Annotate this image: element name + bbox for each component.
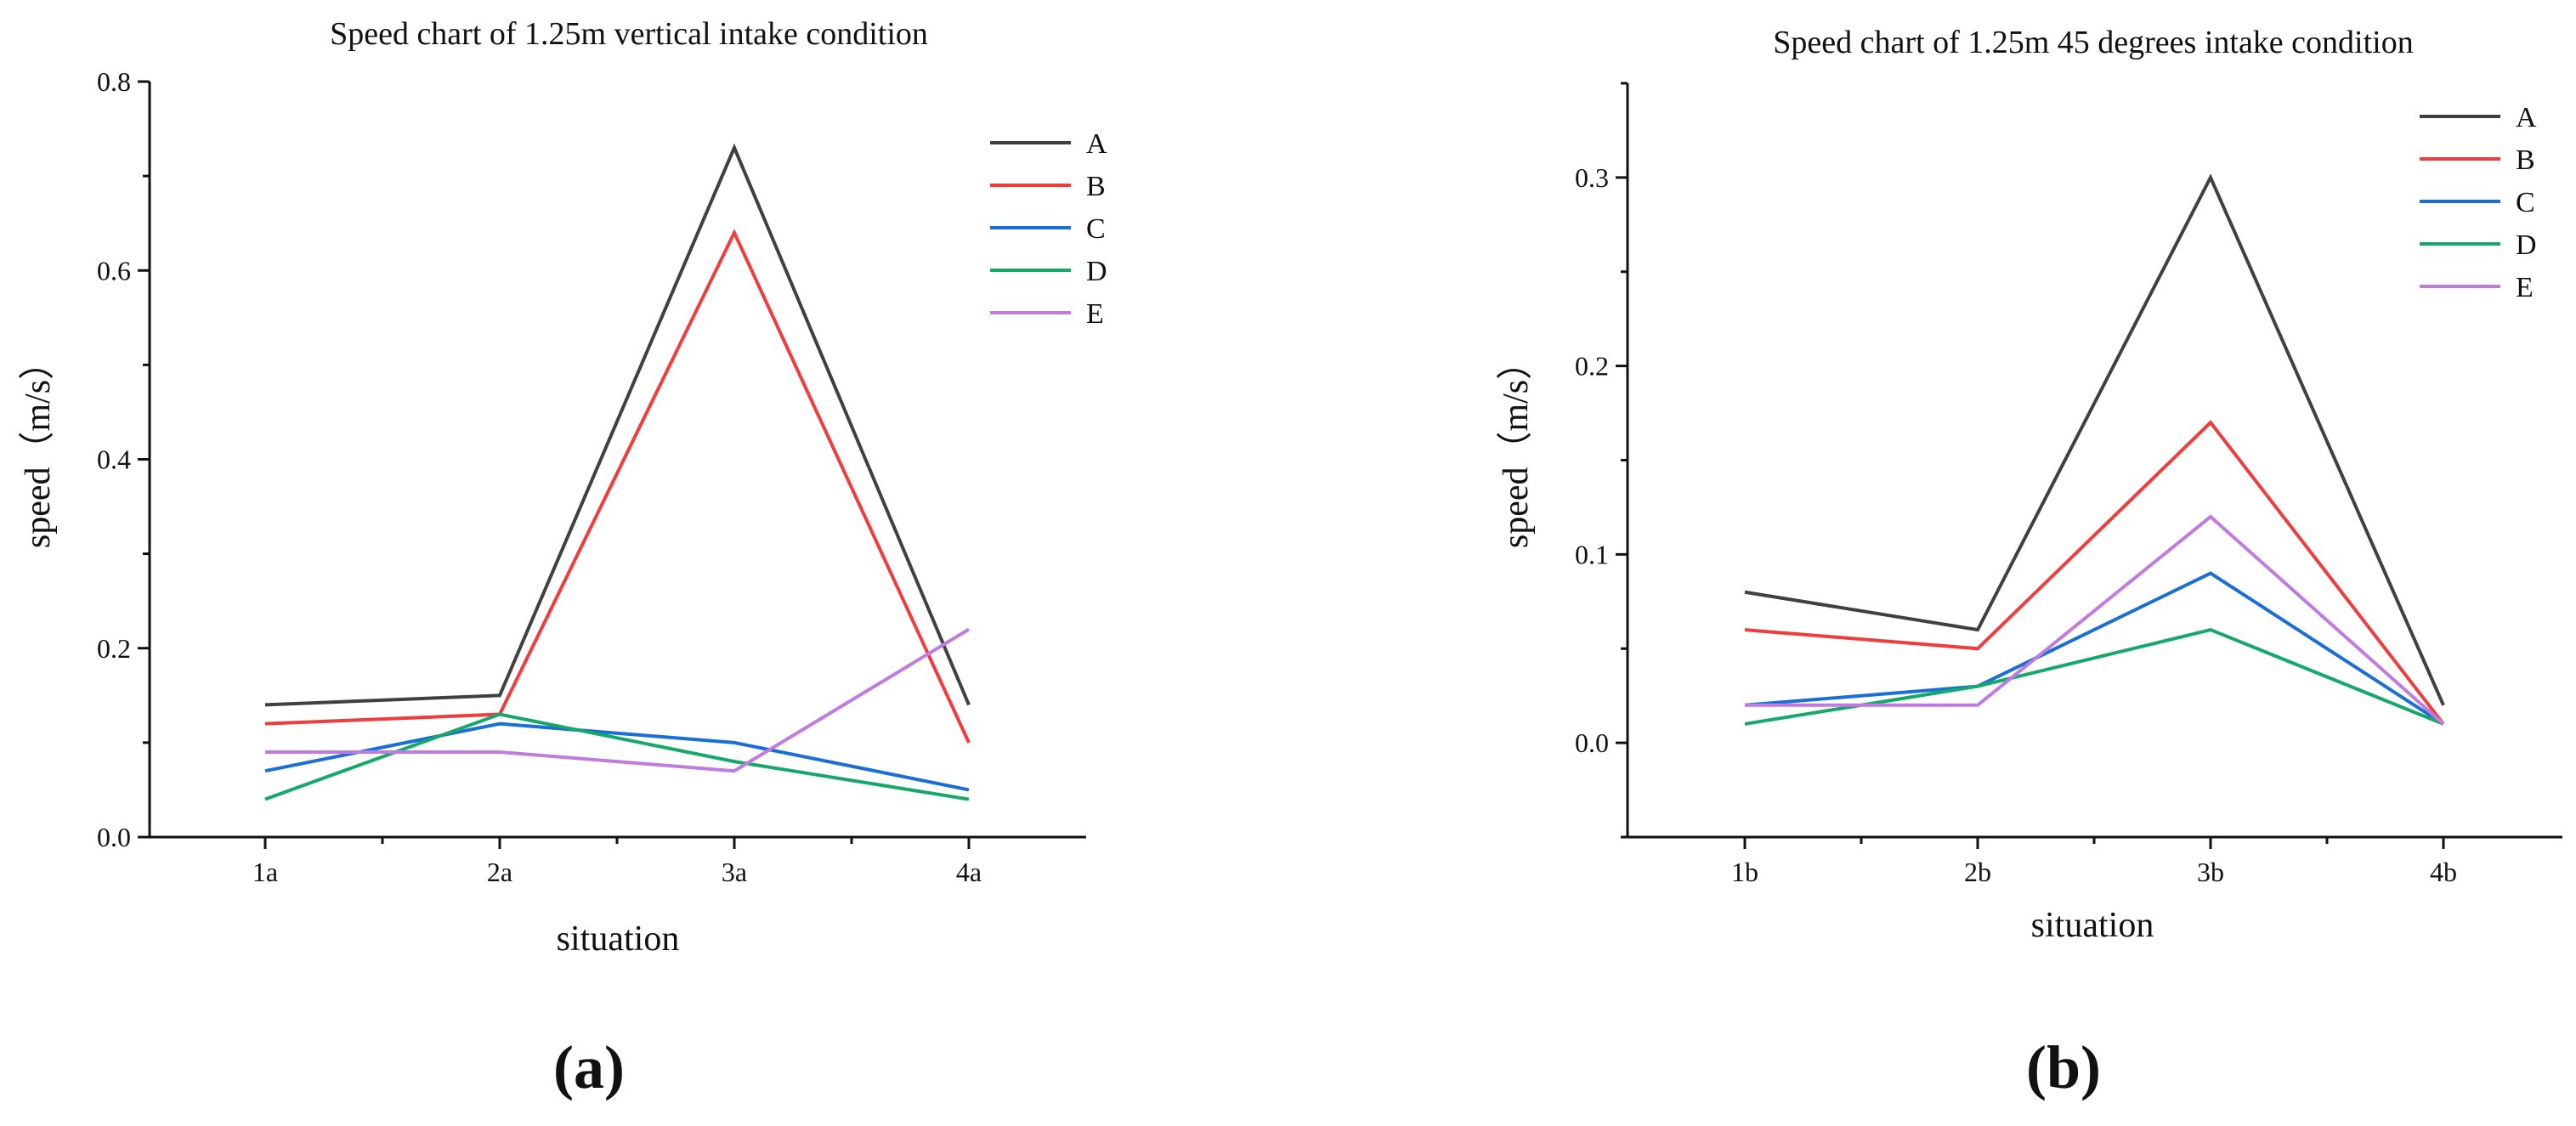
- chart-b-y-axis-label: speed（m/s）: [1497, 344, 1536, 548]
- y-tick-label: 0.1: [1575, 539, 1609, 569]
- chart-b-title: Speed chart of 1.25m 45 degrees intake c…: [1773, 25, 2413, 60]
- legend-label-e: E: [1086, 298, 1104, 330]
- series-e-line: [1745, 514, 2445, 726]
- legend-label-a: A: [2516, 102, 2537, 133]
- series-d-line: [264, 712, 970, 801]
- x-tick-label: 4b: [2430, 857, 2457, 887]
- chart-a-x-axis-label: situation: [557, 919, 680, 959]
- x-tick-label: 3a: [722, 857, 747, 887]
- chart-b-axes: 0.0 0.1 0.2 0.3 1b 2b 3b 4b: [1575, 82, 2562, 887]
- series-d-line: [1744, 627, 2444, 726]
- x-tick-label: 2a: [487, 857, 512, 887]
- series-e-line: [265, 627, 971, 773]
- chart-a: Speed chart of 1.25m vertical intake con…: [19, 16, 1107, 1101]
- x-tick-label: 4a: [956, 857, 982, 887]
- series-a-line: [264, 143, 971, 707]
- chart-a-title: Speed chart of 1.25m vertical intake con…: [330, 16, 928, 52]
- chart-b-panel-label: (b): [2026, 1033, 2101, 1101]
- series-c-line: [1744, 571, 2445, 726]
- series-c-line: [264, 721, 970, 792]
- y-tick-label: 0.0: [97, 822, 131, 852]
- y-tick-label: 0.3: [1575, 162, 1609, 193]
- legend-label-b: B: [1086, 171, 1106, 202]
- legend-label-a: A: [1086, 128, 1107, 160]
- chart-a-axes: 0.0 0.2 0.4 0.6 0.8 1a 2a 3a 4a: [97, 66, 1086, 887]
- chart-a-panel-label: (a): [553, 1033, 625, 1101]
- chart-b-x-axis-label: situation: [2031, 906, 2154, 945]
- chart-b: Speed chart of 1.25m 45 degrees intake c…: [1497, 25, 2562, 1101]
- y-tick-label: 0.4: [97, 444, 131, 475]
- y-tick-label: 0.6: [97, 255, 131, 286]
- y-tick-label: 0.0: [1575, 727, 1609, 758]
- chart-b-series: [1744, 173, 2445, 726]
- series-b-line: [1744, 420, 2445, 726]
- x-tick-label: 1a: [252, 857, 278, 887]
- x-tick-label: 1b: [1731, 857, 1758, 887]
- x-tick-label: 3b: [2197, 857, 2224, 887]
- legend-label-c: C: [1086, 213, 1106, 245]
- y-tick-label: 0.2: [97, 633, 131, 664]
- chart-a-y-axis-label: speed（m/s）: [19, 344, 58, 548]
- y-tick-label: 0.8: [97, 66, 131, 97]
- legend-label-d: D: [1086, 256, 1107, 287]
- legend-label-b: B: [2516, 144, 2535, 176]
- series-b-line: [264, 229, 971, 744]
- y-tick-label: 0.2: [1575, 351, 1609, 382]
- legend-label-d: D: [2516, 229, 2537, 261]
- series-a-line: [1744, 173, 2445, 706]
- chart-a-series: [264, 143, 971, 801]
- x-tick-label: 2b: [1964, 857, 1991, 887]
- legend-label-c: C: [2516, 187, 2535, 218]
- legend-label-e: E: [2516, 272, 2534, 303]
